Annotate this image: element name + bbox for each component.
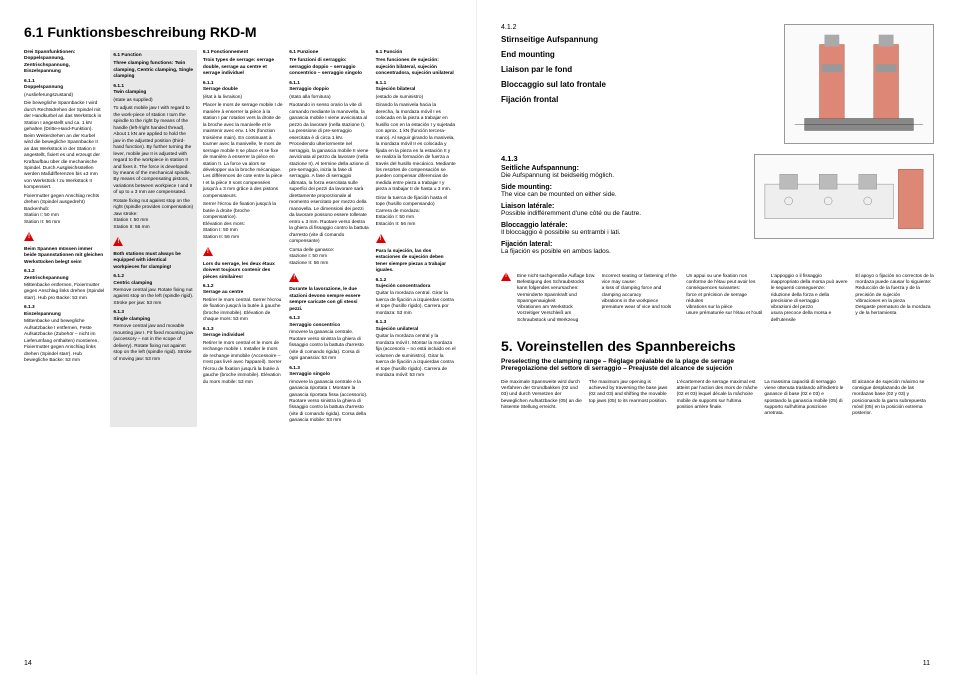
five-language-columns: Drei Spannfunktionen: Doppelspannung, Ze… — [24, 50, 456, 427]
section-num: 4.1.3 — [501, 154, 742, 163]
section-5-text: L'écartement de serrage maximal est atte… — [677, 380, 759, 417]
language-column: Drei Spannfunktionen: Doppelspannung, Ze… — [24, 50, 104, 427]
mounting-label: Bloccaggio sul lato frontale — [501, 80, 772, 89]
page-11: 4.1.2 Stirnseitige Aufspannung End mounti… — [477, 0, 954, 675]
section-413-block: 4.1.3 Seitliche Aufspannung:Die Aufspann… — [501, 154, 934, 260]
section-num: 4.1.2 — [501, 24, 772, 31]
warning-icon — [203, 247, 213, 256]
section-title: 6.1 Funktionsbeschreibung RKD-M — [24, 24, 456, 40]
section-412-block: 4.1.2 Stirnseitige Aufspannung End mounti… — [501, 24, 934, 144]
language-column: 6.1 FunciónTres funciones de sujeción: s… — [376, 50, 456, 427]
mounting-label: End mounting — [501, 50, 772, 59]
language-column: 6.1 FunctionThree clamping functions: Tw… — [110, 50, 196, 427]
section-5-columns: Die maximale Spannweite wird durch Verfa… — [501, 380, 934, 417]
page-number: 14 — [24, 660, 32, 667]
language-column: 6.1 FunzioneTre funzioni di serraggio: s… — [289, 50, 369, 427]
end-mounting-diagram — [784, 24, 934, 144]
warning-icon — [289, 273, 299, 282]
warning-icon — [24, 232, 34, 241]
warning-columns: Eine nicht sachgemäße Auflage bzw. Befes… — [517, 274, 934, 324]
labels-412: 4.1.2 Stirnseitige Aufspannung End mounti… — [501, 24, 772, 144]
warning-text: El apoyo o fijación no correctos de la m… — [855, 274, 934, 324]
section-5-text: Die maximale Spannweite wird durch Verfa… — [501, 380, 583, 417]
warning-block: Eine nicht sachgemäße Auflage bzw. Befes… — [501, 268, 934, 324]
section-5-title: 5. Voreinstellen des Spannbereichs — [501, 338, 934, 354]
side-mounting-label: Liaison latérale:Possible indifféremment… — [501, 203, 742, 217]
warning-text: L'appoggio o il fissaggio inappropriato … — [771, 274, 850, 324]
warning-text: Incorrect seating or fastening of the vi… — [602, 274, 681, 324]
side-mounting-diagram — [754, 154, 934, 239]
warning-text: Eine nicht sachgemäße Auflage bzw. Befes… — [517, 274, 596, 324]
side-mounting-label: Fijación lateral:La fijación es posible … — [501, 241, 742, 255]
warning-icon — [501, 272, 511, 281]
section-5-text: La massima capacità di serraggio viene o… — [764, 380, 846, 417]
side-mounting-label: Bloccaggio latérale:Il bloccaggio è poss… — [501, 222, 742, 236]
section-5-subtitle: Preselecting the clamping range – Réglag… — [501, 358, 934, 372]
mounting-label: Fijación frontal — [501, 95, 772, 104]
mounting-label: Liaison par le fond — [501, 65, 772, 74]
warning-icon — [113, 237, 123, 246]
page-number: 11 — [923, 660, 930, 667]
side-mounting-label: Side mounting:The vice can be mounted on… — [501, 184, 742, 198]
warning-text: Un appui ou une fixation non conforme de… — [686, 274, 765, 324]
page-14: 6.1 Funktionsbeschreibung RKD-M Drei Spa… — [0, 0, 477, 675]
section-5-text: El alcance de sujeción máximo se consigu… — [852, 380, 934, 417]
labels-413: 4.1.3 Seitliche Aufspannung:Die Aufspann… — [501, 154, 742, 260]
section-5-text: The maximum jaw opening is achieved by t… — [589, 380, 671, 417]
side-mounting-label: Seitliche Aufspannung:Die Aufspannung is… — [501, 165, 742, 179]
mounting-label: Stirnseitige Aufspannung — [501, 35, 772, 44]
language-column: 6.1 FonctionnementTrois types de serrage… — [203, 50, 283, 427]
warning-icon — [376, 234, 386, 243]
